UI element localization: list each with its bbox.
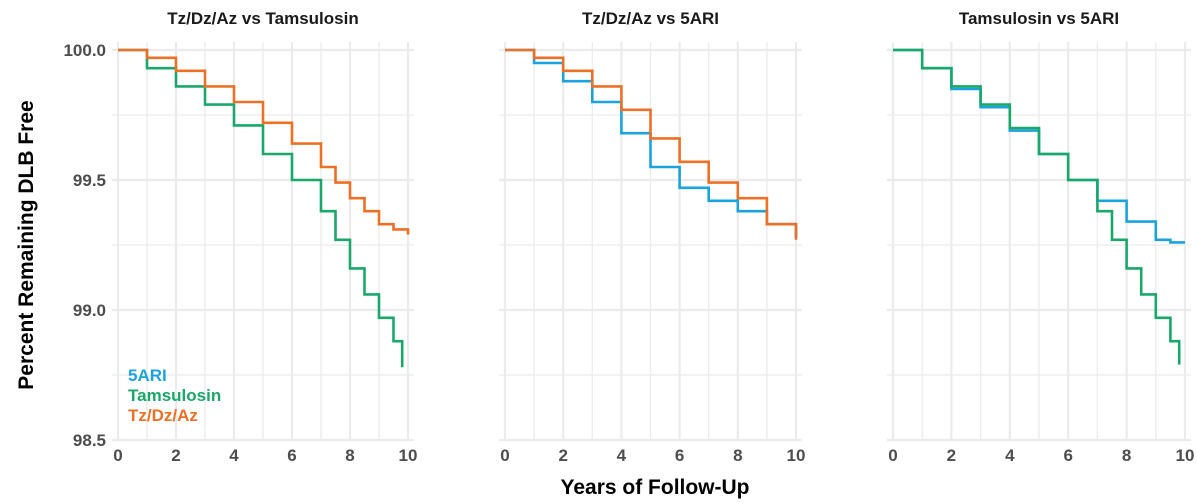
x-tick-label: 6 xyxy=(675,446,684,465)
x-tick-label: 10 xyxy=(399,446,418,465)
y-axis-label: Percent Remaining DLB Free xyxy=(15,100,38,389)
x-tick-label: 4 xyxy=(1005,446,1015,465)
x-tick-label: 8 xyxy=(733,446,742,465)
legend: 5ARI Tamsulosin Tz/Dz/Az xyxy=(128,366,221,425)
x-tick-label: 6 xyxy=(287,446,296,465)
x-tick-label: 0 xyxy=(500,446,509,465)
x-tick-label: 10 xyxy=(1176,446,1195,465)
panel-title: Tz/Dz/Az vs 5ARI xyxy=(582,9,719,28)
y-tick-label: 99.5 xyxy=(73,171,106,190)
x-tick-label: 10 xyxy=(787,446,806,465)
y-tick-label: 99.0 xyxy=(73,301,106,320)
panel-title: Tamsulosin vs 5ARI xyxy=(959,9,1119,28)
x-tick-label: 4 xyxy=(229,446,239,465)
series-line-tamsulosin xyxy=(118,48,404,368)
grid xyxy=(887,42,1191,442)
y-tick-label: 100.0 xyxy=(63,41,106,60)
series-line-tz-dz-az xyxy=(505,48,798,240)
x-axis-label: Years of Follow-Up xyxy=(560,476,749,499)
x-tick-label: 2 xyxy=(558,446,567,465)
panels-layer: Tz/Dz/Az vs Tamsulosin 0 2 4 6 8 10 98.5 99.0 99.… xyxy=(63,9,1194,465)
x-tick-label: 0 xyxy=(888,446,897,465)
legend-entry-tz-dz-az: Tz/Dz/Az xyxy=(128,406,198,425)
x-tick-label: 6 xyxy=(1063,446,1072,465)
grid xyxy=(499,42,802,442)
panel-1: Tz/Dz/Az vs Tamsulosin 0 2 4 6 8 10 98.5 99.0 99.… xyxy=(63,9,417,465)
panel-2: Tz/Dz/Az vs 5ARI 0 2 4 6 8 10 xyxy=(499,9,805,465)
series-line-tamsulosin xyxy=(893,48,1181,365)
y-tick-label: 98.5 xyxy=(73,431,106,450)
panel-3: Tamsulosin vs 5ARI 0 2 4 6 8 10 xyxy=(887,9,1194,465)
series-line-tz-dz-az xyxy=(118,48,410,235)
x-tick-label: 2 xyxy=(947,446,956,465)
x-tick-label: 8 xyxy=(345,446,354,465)
legend-entry-5ari: 5ARI xyxy=(128,366,167,385)
x-tick-label: 8 xyxy=(1122,446,1131,465)
x-tick-label: 0 xyxy=(113,446,122,465)
panel-title: Tz/Dz/Az vs Tamsulosin xyxy=(167,9,358,28)
legend-entry-tamsulosin: Tamsulosin xyxy=(128,386,221,405)
x-tick-label: 2 xyxy=(171,446,180,465)
x-tick-label: 4 xyxy=(617,446,627,465)
